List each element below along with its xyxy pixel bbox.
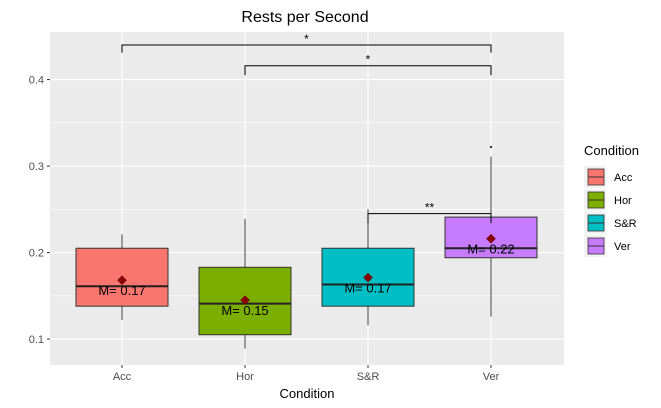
- bracket-line: [121, 44, 492, 53]
- significance-brackets: ****: [121, 32, 492, 224]
- y-tick-label: 0.3: [29, 161, 44, 173]
- bracket-line: [244, 65, 492, 76]
- plot-panel: [50, 32, 564, 365]
- significance-bracket: *: [121, 32, 492, 53]
- x-tick-label: Ver: [483, 371, 500, 383]
- mean-label: M= 0.15: [221, 303, 268, 318]
- legend-label: Acc: [614, 172, 633, 184]
- significance-bracket: *: [244, 53, 492, 76]
- box-series: M= 0.17 M= 0.15 M= 0.17 M= 0.22: [75, 145, 538, 349]
- bracket-line: [367, 213, 492, 224]
- y-axis: 0.1 0.2 0.3 0.4: [29, 75, 50, 346]
- legend-item: Acc: [584, 166, 633, 188]
- x-tick-label: Hor: [236, 371, 254, 383]
- box-acc: M= 0.17: [75, 234, 169, 321]
- legend: Condition Acc Hor S&R Ver: [584, 143, 639, 257]
- box-ver: M= 0.22: [444, 145, 538, 317]
- legend-item: S&R: [584, 212, 637, 234]
- mean-marker: [117, 275, 127, 286]
- box-sr: M= 0.17: [321, 209, 415, 326]
- legend-title: Condition: [584, 143, 639, 158]
- x-tick-label: Acc: [113, 371, 132, 383]
- legend-item: Ver: [584, 235, 631, 257]
- legend-item: Hor: [584, 189, 632, 211]
- mean-label: M= 0.17: [344, 281, 391, 296]
- y-tick-label: 0.4: [29, 75, 44, 87]
- significance-label: **: [425, 201, 435, 215]
- significance-bracket: **: [367, 201, 492, 224]
- mean-marker: [486, 233, 496, 244]
- x-tick-label: S&R: [357, 371, 380, 383]
- legend-label: Hor: [614, 195, 632, 207]
- mean-label: M= 0.22: [467, 242, 514, 257]
- mean-label: M= 0.17: [98, 283, 145, 298]
- y-tick-label: 0.2: [29, 248, 44, 260]
- x-axis: Acc Hor S&R Ver: [113, 365, 500, 383]
- mean-marker: [240, 295, 250, 305]
- mean-marker: [363, 272, 373, 283]
- significance-label: *: [304, 32, 309, 46]
- outlier-point: [489, 145, 493, 149]
- legend-label: Ver: [614, 241, 631, 253]
- y-tick-label: 0.1: [29, 334, 44, 346]
- box-iqr: [198, 266, 292, 336]
- chart-title: Rests per Second: [241, 9, 368, 26]
- significance-label: *: [366, 53, 371, 67]
- legend-label: S&R: [614, 218, 637, 230]
- box-hor: M= 0.15: [198, 218, 292, 349]
- x-axis-title: Condition: [280, 386, 335, 401]
